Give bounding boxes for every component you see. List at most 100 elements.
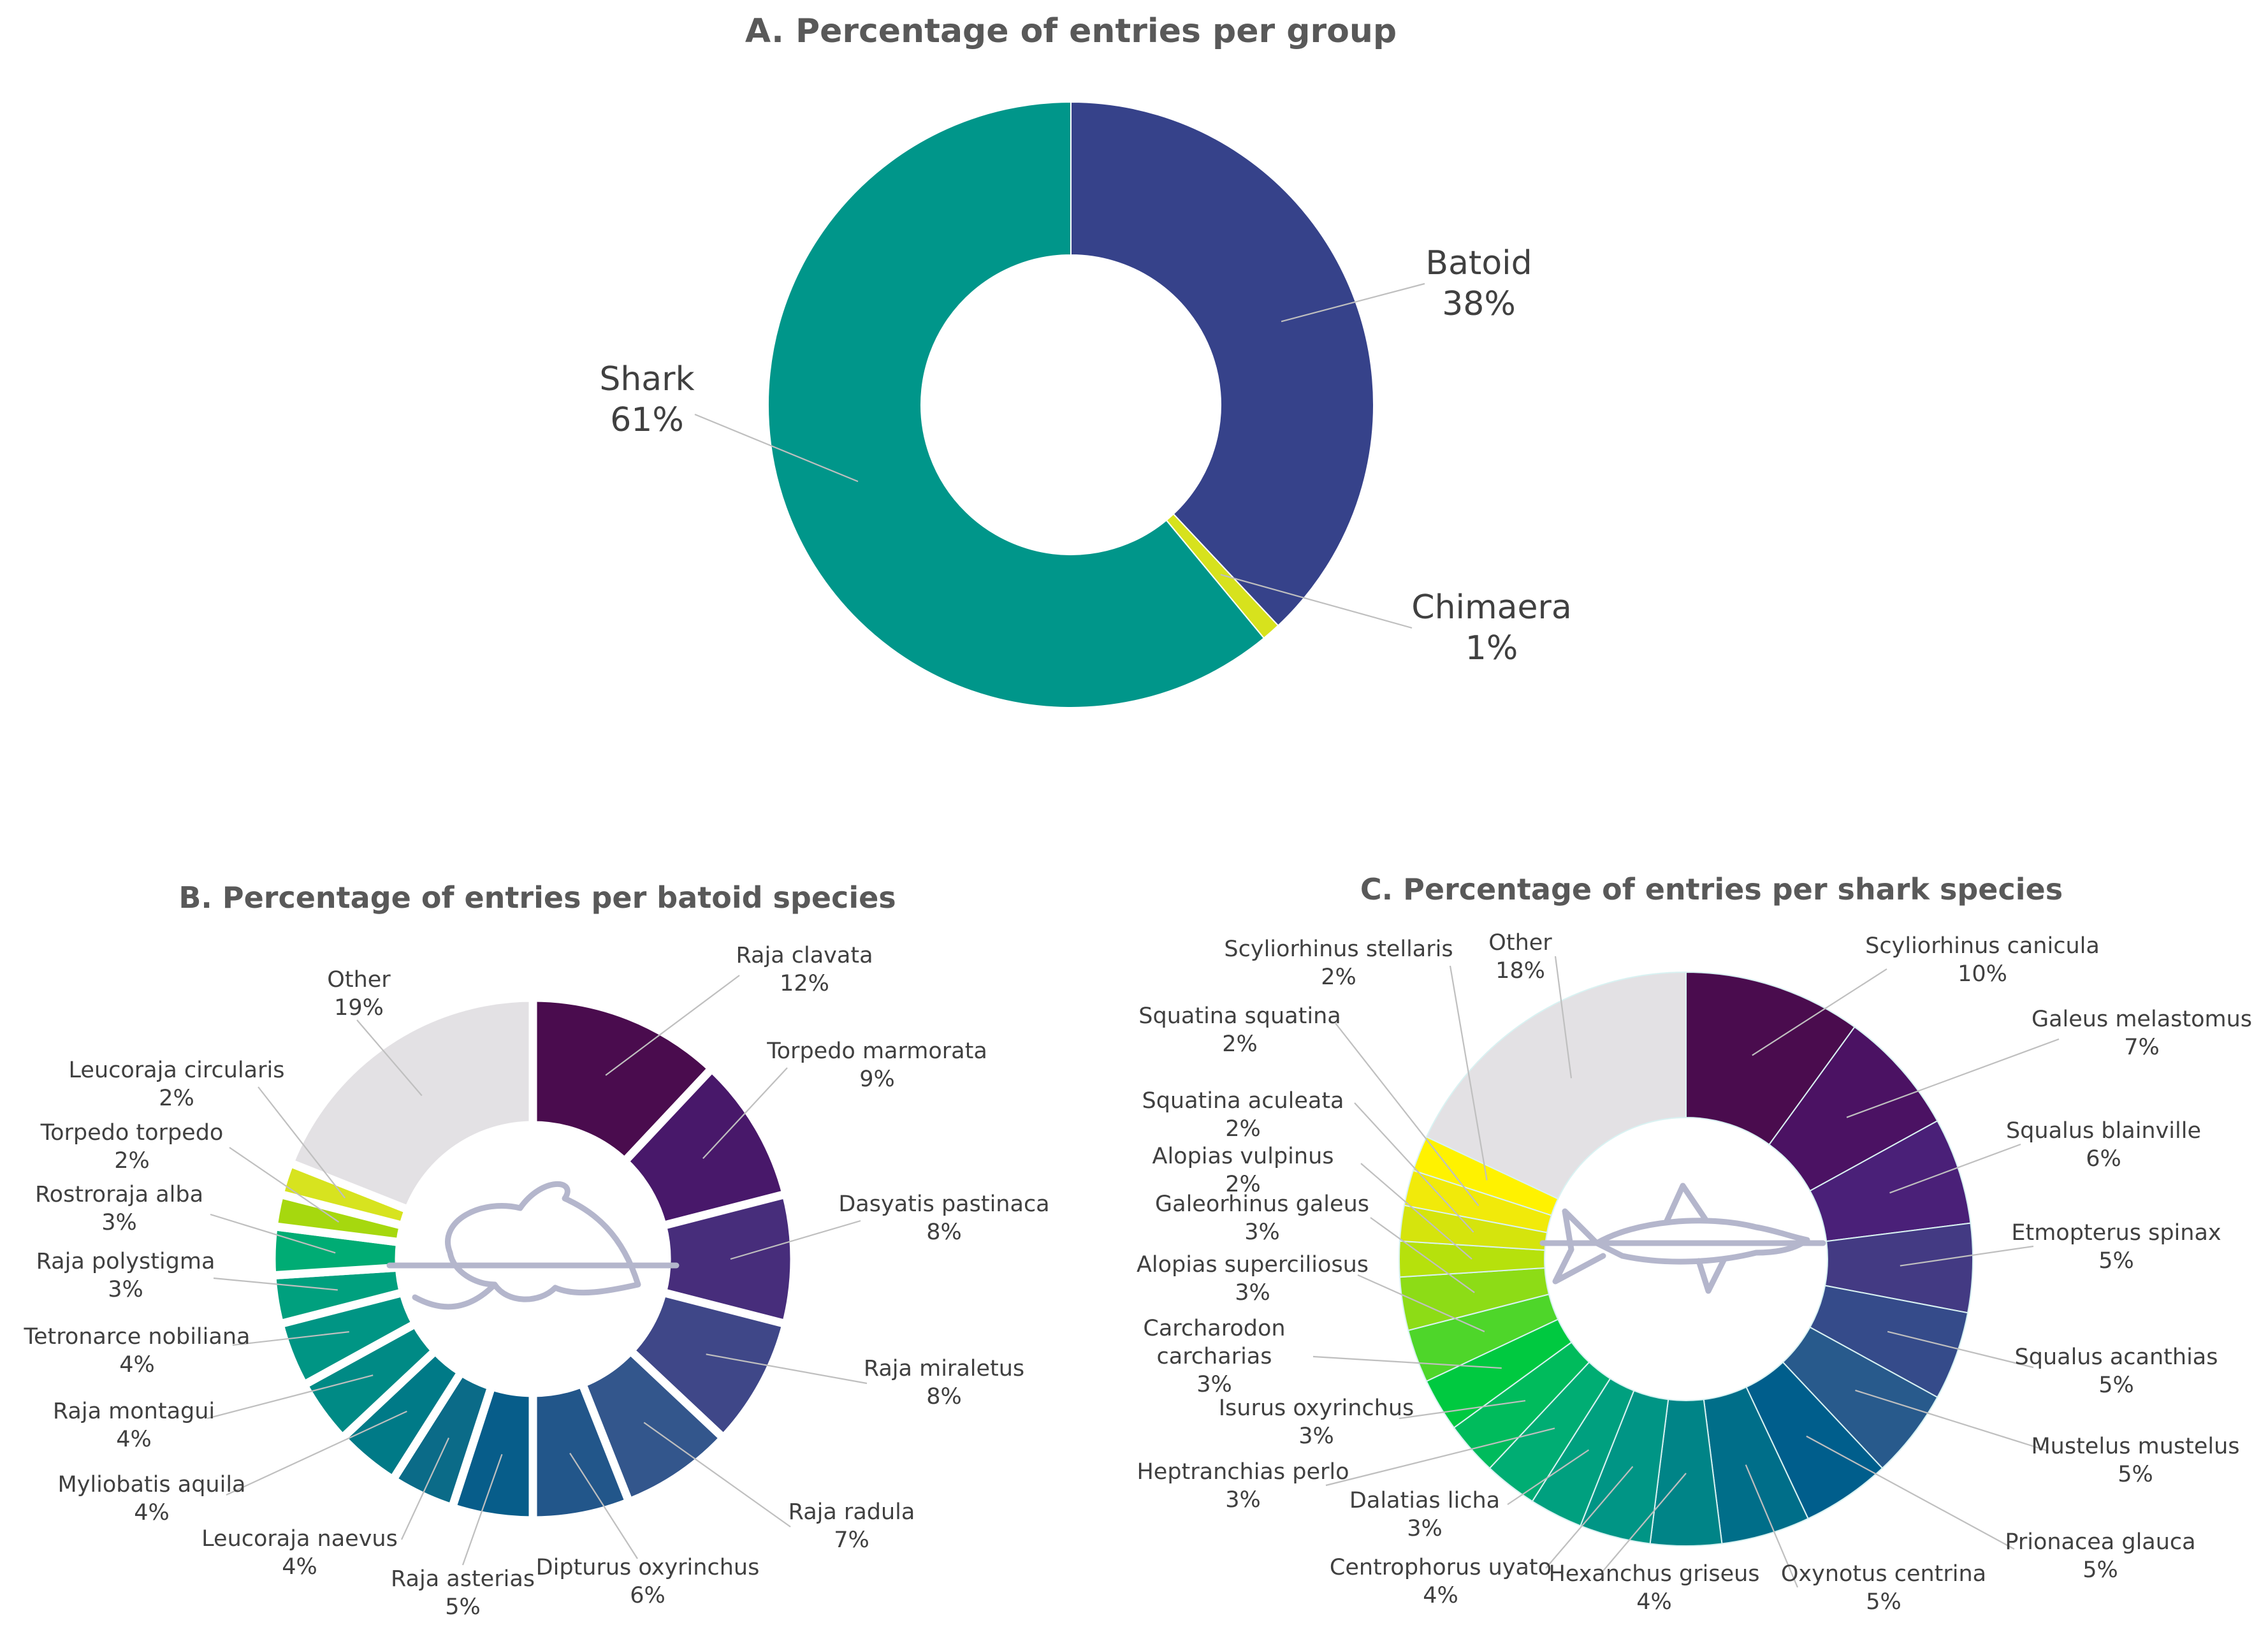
leader-line-myliobatis-aquila xyxy=(226,1410,407,1496)
label-dasyatis-pastinaca: Dasyatis pastinaca 8% xyxy=(838,1191,1049,1245)
label-squalus-acanthias: Squalus acanthias 5% xyxy=(2015,1344,2218,1398)
leader-line-chimaera xyxy=(1220,574,1413,629)
leader-line-dasyatis-pastinaca xyxy=(730,1220,861,1260)
label-other: Other 18% xyxy=(1488,930,1552,984)
slice-shark xyxy=(767,101,1265,708)
slice-percent: 5% xyxy=(2118,1462,2153,1487)
slice-percent: 4% xyxy=(282,1554,317,1580)
leader-line-squalus-blainville xyxy=(1889,1143,2021,1194)
leader-line-dalatias-licha xyxy=(1507,1449,1590,1505)
chart-c-title: C. Percentage of entries per shark speci… xyxy=(1360,872,2063,907)
leader-line-raja-asterias xyxy=(462,1453,503,1566)
slice-percent: 3% xyxy=(1235,1280,1270,1306)
slice-name: Raja asterias xyxy=(391,1566,535,1592)
shark-labels: Scyliorhinus canicula 10% Galeus melastomu… xyxy=(1137,930,2252,1615)
groups-donut xyxy=(767,101,1374,708)
slice-percent: 12% xyxy=(780,971,829,996)
label-torpedo-torpedo: Torpedo torpedo 2% xyxy=(40,1120,224,1174)
label-heptranchias-perlo: Heptranchias perlo 3% xyxy=(1137,1459,1349,1513)
chart-shark: C. Percentage of entries per shark speci… xyxy=(1137,872,2252,1615)
leader-line-rostroraja-alba xyxy=(210,1213,336,1254)
slice-name: Oxynotus centrina xyxy=(1781,1561,1986,1587)
label-etmopterus-spinax: Etmopterus spinax 5% xyxy=(2011,1220,2221,1274)
slice-percent: 4% xyxy=(1423,1583,1458,1608)
slice-percent: 3% xyxy=(108,1277,143,1302)
label-alopias-superciliosus: Alopias superciliosus 3% xyxy=(1137,1252,1369,1306)
leader-line-alopias-superciliosus xyxy=(1357,1274,1485,1332)
slice-percent: 8% xyxy=(926,1220,962,1245)
groups-labels: Batoid 38% Chimaera 1% Shark 61% xyxy=(599,244,1571,667)
label-dipturus-oxyrinchus: Dipturus oxyrinchus 6% xyxy=(536,1555,760,1608)
leader-line-squatina-squatina xyxy=(1335,1023,1479,1207)
slice-name: Heptranchias perlo xyxy=(1137,1459,1349,1485)
slice-name: Alopias vulpinus xyxy=(1152,1144,1334,1169)
label-prionacea-glauca: Prionacea glauca 5% xyxy=(2005,1529,2195,1583)
slice-percent: 7% xyxy=(2124,1035,2160,1060)
label-hexanchus-griseus: Hexanchus griseus 4% xyxy=(1548,1561,1759,1615)
slice-name: Shark xyxy=(599,360,694,398)
slice-percent: 2% xyxy=(1225,1116,1261,1142)
leader-line-tetronarce-nobiliana xyxy=(232,1331,349,1346)
leader-line-squatina-aculeata xyxy=(1354,1102,1474,1233)
label-mustelus-mustelus: Mustelus mustelus 5% xyxy=(2031,1434,2239,1487)
slice-name: Dipturus oxyrinchus xyxy=(536,1555,760,1580)
shark-silhouette-icon xyxy=(1539,1183,1826,1294)
slice-percent: 4% xyxy=(1636,1589,1672,1615)
label-dalatias-licha: Dalatias licha 3% xyxy=(1349,1488,1500,1541)
leader-line-mustelus-mustelus xyxy=(1855,1389,2047,1452)
label-squalus-blainville: Squalus blainville 6% xyxy=(2006,1118,2201,1172)
leader-line-prionacea-glauca xyxy=(1806,1435,2015,1550)
slice-percent: 1% xyxy=(1465,629,1518,667)
slice-percent: 4% xyxy=(134,1500,170,1526)
label-galeorhinus-galeus: Galeorhinus galeus 3% xyxy=(1155,1191,1369,1245)
slice-percent: 3% xyxy=(1298,1424,1334,1449)
label-shark: Shark 61% xyxy=(599,360,694,439)
label-raja-clavata: Raja clavata 12% xyxy=(736,943,873,996)
slice-name: Chimaera xyxy=(1411,588,1571,627)
slice-name: Dalatias licha xyxy=(1349,1488,1500,1513)
slice-percent: 18% xyxy=(1495,958,1545,984)
slice-percent: 7% xyxy=(834,1527,869,1553)
leader-line-etmopterus-spinax xyxy=(1900,1245,2034,1267)
slice-percent: 3% xyxy=(1407,1516,1443,1541)
label-myliobatis-aquila: Myliobatis aquila 4% xyxy=(58,1472,246,1526)
slice-name: Galeus melastomus xyxy=(2032,1007,2252,1032)
slice-percent: 2% xyxy=(1321,965,1356,990)
slice-name: Scyliorhinus canicula xyxy=(1865,933,2100,959)
leader-line-isurus-oxyrinchus xyxy=(1399,1400,1526,1420)
slice-name: Alopias superciliosus xyxy=(1137,1252,1369,1278)
slice-percent: 5% xyxy=(1866,1589,1901,1615)
leader-line-raja-clavata xyxy=(605,975,740,1076)
label-oxynotus-centrina: Oxynotus centrina 5% xyxy=(1781,1561,1986,1615)
slice-name: Tetronarce nobiliana xyxy=(24,1324,251,1350)
leader-line-raja-montagui xyxy=(207,1374,374,1420)
slice-name: Centrophorus uyato xyxy=(1330,1555,1552,1580)
slice-percent: 8% xyxy=(926,1384,962,1410)
slice-percent: 38% xyxy=(1442,285,1516,323)
leader-line-dipturus-oxyrinchus xyxy=(569,1452,638,1559)
slice-name: Raja radula xyxy=(789,1499,915,1525)
leader-line-raja-polystigma xyxy=(213,1277,338,1291)
leader-line-alopias-vulpinus xyxy=(1360,1163,1472,1260)
slice-name: Isurus oxyrinchus xyxy=(1219,1395,1414,1421)
leader-line-raja-radula xyxy=(643,1422,791,1527)
batoid-leader-lines xyxy=(207,975,868,1566)
slice-name: Leucoraja naevus xyxy=(201,1526,398,1552)
label-alopias-vulpinus: Alopias vulpinus 2% xyxy=(1152,1144,1334,1197)
slice-name: Other xyxy=(1488,930,1552,956)
slice-percent: 19% xyxy=(334,995,384,1021)
slice-name: Raja montagui xyxy=(53,1399,215,1424)
label-tetronarce-nobiliana: Tetronarce nobiliana 4% xyxy=(24,1324,251,1378)
label-isurus-oxyrinchus: Isurus oxyrinchus 3% xyxy=(1219,1395,1414,1449)
slice-percent: 3% xyxy=(101,1210,137,1235)
label-leucoraja-naevus: Leucoraja naevus 4% xyxy=(201,1526,398,1580)
slice-name: Etmopterus spinax xyxy=(2011,1220,2221,1246)
slice-other xyxy=(1425,971,1687,1200)
leader-line-torpedo-torpedo xyxy=(229,1147,340,1223)
label-torpedo-marmorata: Torpedo marmorata 9% xyxy=(766,1038,987,1092)
shark-leader-lines xyxy=(1312,956,2060,1588)
label-raja-polystigma: Raja polystigma 3% xyxy=(36,1249,215,1302)
slice-name: Rostroraja alba xyxy=(35,1182,203,1207)
leader-line-oxynotus-centrina xyxy=(1745,1464,1799,1588)
chart-groups: A. Percentage of entries per group Batoi… xyxy=(599,12,1572,708)
